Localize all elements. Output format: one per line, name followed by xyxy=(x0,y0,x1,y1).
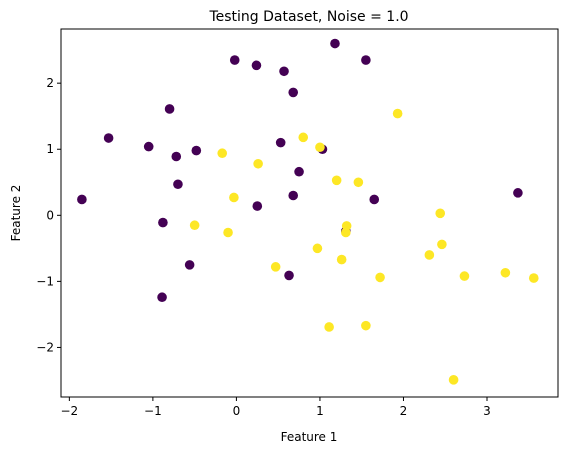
data-point-class-1 xyxy=(315,142,325,153)
data-point-class-0 xyxy=(284,270,294,281)
data-point-class-1 xyxy=(392,108,403,119)
data-point-class-0 xyxy=(77,194,87,205)
x-tick-label: −1 xyxy=(144,404,162,418)
data-point-class-1 xyxy=(435,208,446,219)
data-point-class-1 xyxy=(459,271,470,281)
y-tick-label: −2 xyxy=(36,340,54,354)
x-tick-label: 1 xyxy=(316,404,324,418)
data-point-class-1 xyxy=(437,239,447,250)
data-point-class-0 xyxy=(252,201,263,211)
data-point-class-0 xyxy=(275,137,286,148)
data-point-class-1 xyxy=(375,272,385,283)
data-point-class-0 xyxy=(294,166,304,177)
data-point-class-1 xyxy=(253,158,263,169)
x-tick-label: −2 xyxy=(61,404,79,418)
x-axis-label: Feature 1 xyxy=(281,430,338,444)
data-point-class-1 xyxy=(298,132,309,143)
data-point-class-1 xyxy=(312,243,323,254)
plot-frame xyxy=(60,28,559,398)
data-point-class-0 xyxy=(157,292,167,303)
data-point-class-0 xyxy=(171,151,182,162)
data-point-class-1 xyxy=(229,192,239,203)
data-point-class-0 xyxy=(513,188,523,198)
y-tick-label: 1 xyxy=(46,142,54,156)
data-point-class-1 xyxy=(223,227,233,238)
data-point-class-0 xyxy=(288,87,299,98)
data-point-class-0 xyxy=(164,104,175,114)
data-point-class-0 xyxy=(330,38,340,49)
data-point-class-0 xyxy=(158,217,168,228)
data-point-class-0 xyxy=(279,66,289,77)
data-point-class-1 xyxy=(353,177,364,188)
chart-title: Testing Dataset, Noise = 1.0 xyxy=(208,9,408,25)
y-tick-label: 0 xyxy=(46,208,54,222)
data-point-class-0 xyxy=(143,141,154,152)
data-point-class-0 xyxy=(369,194,380,205)
data-point-class-1 xyxy=(528,273,539,283)
y-axis-label: Feature 2 xyxy=(9,185,23,242)
x-tick-label: 2 xyxy=(400,404,408,418)
data-point-class-0 xyxy=(184,260,195,270)
data-point-class-1 xyxy=(448,375,459,385)
data-point-class-0 xyxy=(288,190,299,201)
data-point-class-0 xyxy=(361,55,371,65)
data-point-class-0 xyxy=(229,55,240,65)
data-point-class-0 xyxy=(173,179,183,190)
y-tick-label: −1 xyxy=(36,274,54,288)
data-point-class-1 xyxy=(331,175,342,186)
data-point-class-1 xyxy=(500,267,511,278)
data-point-class-1 xyxy=(324,322,334,332)
data-point-class-0 xyxy=(251,60,262,71)
data-point-class-1 xyxy=(361,320,371,331)
data-point-class-0 xyxy=(103,133,114,143)
data-point-class-1 xyxy=(270,262,281,272)
data-point-class-1 xyxy=(341,227,351,238)
data-point-class-1 xyxy=(189,220,200,231)
y-tick-label: 2 xyxy=(46,76,54,90)
x-tick-label: 0 xyxy=(233,404,241,418)
data-point-class-0 xyxy=(191,145,202,156)
data-point-class-1 xyxy=(424,250,435,260)
x-tick-label: 3 xyxy=(483,404,491,418)
data-point-class-1 xyxy=(336,254,347,265)
data-point-class-1 xyxy=(217,148,228,159)
